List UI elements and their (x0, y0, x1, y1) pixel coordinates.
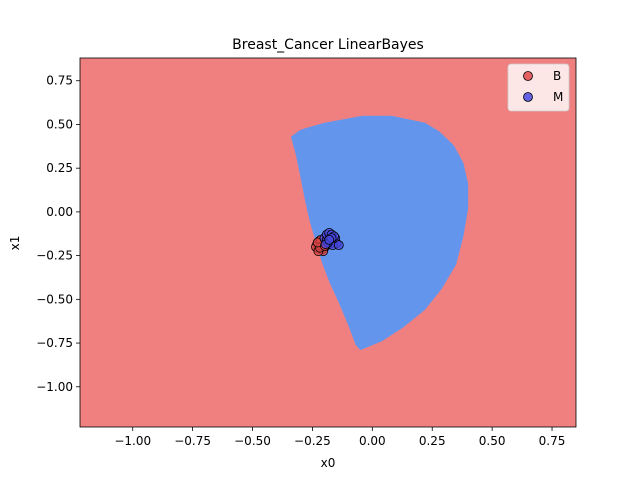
y-tick-label: −0.50 (36, 292, 73, 306)
y-axis-label: x1 (8, 236, 22, 251)
legend: B M (507, 63, 570, 112)
x-axis: −1.00 −0.75 −0.50 −0.25 0.00 0.25 0.50 0.75 (114, 427, 565, 448)
x-tick-label: −1.00 (114, 434, 151, 448)
plot-frame (79, 57, 577, 428)
y-tick-label: 0.25 (46, 161, 73, 175)
y-tick-label: 0.50 (46, 117, 73, 131)
point-m-13 (333, 240, 344, 251)
y-axis: 0.75 0.50 0.25 0.00 −0.25 −0.50 −0.75 −1.00 (36, 74, 80, 394)
y-tick-label: 0.00 (46, 205, 73, 219)
x-tick-label: 0.75 (539, 434, 566, 448)
scatter-points (311, 227, 344, 257)
x-axis-label: x0 (321, 456, 336, 470)
y-tick-label: −1.00 (36, 380, 73, 394)
chart-title: Breast_Cancer LinearBayes (232, 37, 424, 53)
y-tick-label: −0.25 (36, 249, 73, 263)
y-tick-label: −0.75 (36, 336, 73, 350)
y-tick-label: 0.75 (46, 74, 73, 88)
x-tick-label: −0.50 (234, 434, 271, 448)
x-tick-label: 0.50 (479, 434, 506, 448)
plot-content (290, 115, 469, 351)
legend-label-m: M (553, 90, 563, 104)
legend-marker-b (523, 71, 533, 81)
x-tick-label: 0.00 (359, 434, 386, 448)
point-m-17 (324, 234, 335, 245)
legend-marker-m (523, 92, 533, 102)
x-tick-label: −0.75 (174, 434, 211, 448)
decision-region-m (290, 115, 469, 351)
legend-label-b: B (553, 69, 561, 83)
x-tick-label: 0.25 (419, 434, 446, 448)
x-tick-label: −0.25 (294, 434, 331, 448)
